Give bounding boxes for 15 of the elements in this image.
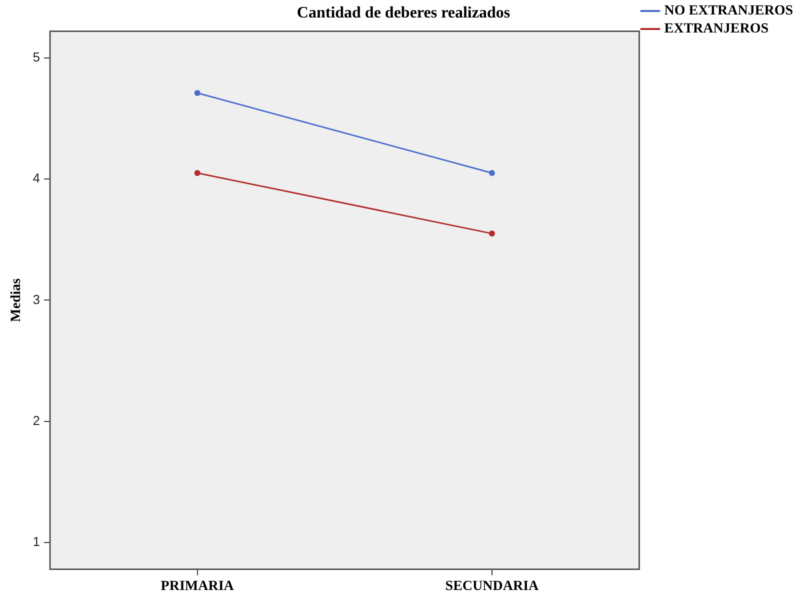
- x-tick-label: SECUNDARIA: [445, 579, 540, 594]
- point: [488, 170, 495, 176]
- point: [194, 90, 200, 96]
- point: [194, 170, 200, 176]
- y-tick-label: 1: [32, 534, 40, 550]
- chart-title: Cantidad de deberes realizados: [296, 4, 510, 22]
- legend-label: EXTRANJEROS: [664, 22, 769, 37]
- y-tick-label: 5: [32, 49, 40, 64]
- y-tick-label: 3: [32, 292, 40, 307]
- y-axis-title: Medias: [9, 278, 24, 322]
- legend-label: NO EXTRANJEROS: [664, 4, 794, 19]
- point: [488, 230, 495, 237]
- y-tick-label: 2: [32, 412, 40, 428]
- y-tick-label: 4: [32, 170, 40, 186]
- x-tick-label: PRIMARIA: [160, 579, 235, 594]
